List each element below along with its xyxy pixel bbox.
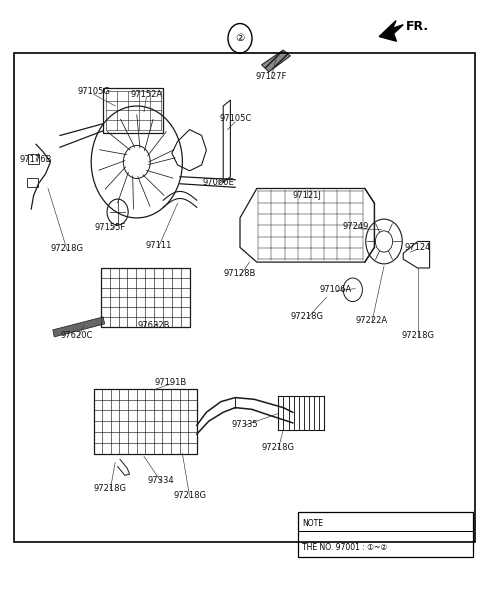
- Text: 97218G: 97218G: [173, 491, 206, 501]
- Polygon shape: [262, 50, 290, 72]
- Text: 97121J: 97121J: [293, 191, 322, 200]
- Bar: [103, 88, 163, 133]
- Text: 97127F: 97127F: [255, 72, 287, 81]
- Bar: [94, 389, 197, 454]
- Text: 97105C: 97105C: [219, 114, 252, 124]
- Text: 97334: 97334: [147, 475, 174, 485]
- Text: ②: ②: [235, 34, 245, 43]
- Bar: [298, 512, 473, 557]
- Polygon shape: [379, 21, 403, 41]
- Bar: [101, 268, 190, 327]
- Text: 97152A: 97152A: [131, 90, 162, 99]
- Text: 97335: 97335: [231, 419, 258, 429]
- Text: 97620C: 97620C: [60, 331, 93, 340]
- Text: 97111: 97111: [145, 241, 171, 250]
- Text: 97222A: 97222A: [356, 316, 388, 325]
- Bar: [14, 53, 475, 542]
- Text: NOTE: NOTE: [302, 519, 324, 528]
- Text: 97060E: 97060E: [203, 178, 234, 187]
- Bar: [27, 178, 38, 187]
- Polygon shape: [53, 317, 105, 337]
- Text: 97128B: 97128B: [224, 269, 256, 279]
- Bar: [28, 154, 39, 164]
- Text: 97218G: 97218G: [262, 443, 295, 452]
- Text: 97105G: 97105G: [77, 87, 110, 96]
- Text: 97218G: 97218G: [94, 484, 127, 494]
- Text: 97218G: 97218G: [51, 244, 84, 253]
- Text: FR.: FR.: [406, 20, 429, 33]
- Text: 97106A: 97106A: [320, 285, 352, 294]
- Text: 97176B: 97176B: [20, 154, 52, 164]
- Text: 97218G: 97218G: [291, 312, 324, 322]
- Text: 97155F: 97155F: [95, 223, 126, 232]
- Text: 97191B: 97191B: [154, 378, 187, 388]
- Text: 97249: 97249: [342, 222, 368, 231]
- Text: THE NO. 97001 : ①~②: THE NO. 97001 : ①~②: [302, 543, 388, 552]
- Text: 97632B: 97632B: [137, 320, 170, 330]
- Text: 97124: 97124: [405, 243, 431, 252]
- Text: 97218G: 97218G: [401, 331, 434, 340]
